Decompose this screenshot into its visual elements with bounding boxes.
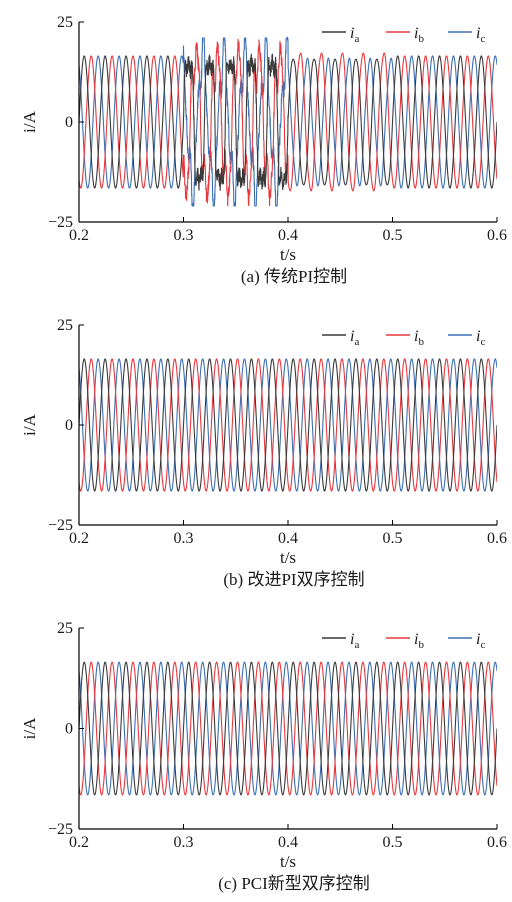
y-tick-label: 25 — [57, 14, 73, 31]
x-axis-title: t/s — [280, 852, 296, 871]
chart-panel-c: 0.2 0.3 0.4 0.5 0.6 25 0 −25 i/A t/s (c) PCI新型双序控制… — [20, 620, 507, 893]
x-tick-label: 0.3 — [174, 227, 194, 244]
x-tick-label: 0.5 — [383, 227, 403, 244]
series-line-ic — [79, 358, 497, 492]
plot-area — [79, 358, 497, 492]
x-tick-label: 0.2 — [69, 227, 89, 244]
series-line-ib — [79, 358, 497, 492]
plot-area — [79, 36, 497, 207]
series-line-ia — [79, 358, 497, 492]
x-tick-label: 0.3 — [174, 530, 194, 547]
y-axis-title: i/A — [20, 110, 39, 132]
x-axis-title: t/s — [280, 548, 296, 567]
y-tick-label: −25 — [48, 214, 73, 231]
y-axis-title: i/A — [20, 717, 39, 739]
legend-label-ib: ib — [414, 328, 424, 348]
legend-label-ic: ic — [476, 328, 485, 348]
legend-label-ib: ib — [414, 631, 424, 651]
series-line-ia — [79, 661, 497, 796]
x-tick-label: 0.4 — [278, 834, 298, 851]
y-tick-label: 0 — [65, 721, 73, 738]
y-tick-label: 25 — [57, 317, 73, 334]
legend: ia ib ic — [322, 328, 485, 348]
x-axis-title: t/s — [280, 245, 296, 264]
x-tick-label: 0.5 — [383, 834, 403, 851]
legend-label-ib: ib — [414, 25, 424, 45]
y-tick-label: −25 — [48, 517, 73, 534]
series-line-ia — [79, 53, 497, 191]
panel-caption: (c) PCI新型双序控制 — [218, 874, 370, 893]
x-tick-label: 0.5 — [383, 530, 403, 547]
x-tick-label: 0.2 — [69, 834, 89, 851]
x-tick-label: 0.6 — [487, 834, 507, 851]
x-tick-label: 0.6 — [487, 530, 507, 547]
series-line-ib — [79, 661, 497, 796]
y-tick-label: 25 — [57, 620, 73, 637]
series-line-ic — [79, 661, 497, 796]
legend-label-ic: ic — [476, 631, 485, 651]
panel-caption: (b) 改进PI双序控制 — [223, 570, 364, 589]
legend: ia ib ic — [322, 631, 485, 651]
x-tick-label: 0.2 — [69, 530, 89, 547]
legend: ia ib ic — [322, 25, 485, 45]
x-tick-label: 0.4 — [278, 530, 298, 547]
series-line-ic — [79, 36, 497, 207]
y-tick-label: 0 — [65, 417, 73, 434]
x-tick-label: 0.3 — [174, 834, 194, 851]
x-tick-label: 0.6 — [487, 227, 507, 244]
y-tick-label: 0 — [65, 114, 73, 131]
plot-area — [79, 661, 497, 796]
chart-panel-b: 0.2 0.3 0.4 0.5 0.6 25 0 −25 i/A t/s (b) 改进PI双序控制 i… — [20, 317, 507, 589]
legend-label-ia: ia — [350, 631, 359, 651]
x-tick-label: 0.4 — [278, 227, 298, 244]
panel-caption: (a) 传统PI控制 — [241, 267, 347, 286]
y-tick-label: −25 — [48, 821, 73, 838]
legend-label-ia: ia — [350, 25, 359, 45]
legend-label-ic: ic — [476, 25, 485, 45]
series-line-ib — [79, 39, 497, 207]
legend-label-ia: ia — [350, 328, 359, 348]
y-axis-title: i/A — [20, 413, 39, 435]
